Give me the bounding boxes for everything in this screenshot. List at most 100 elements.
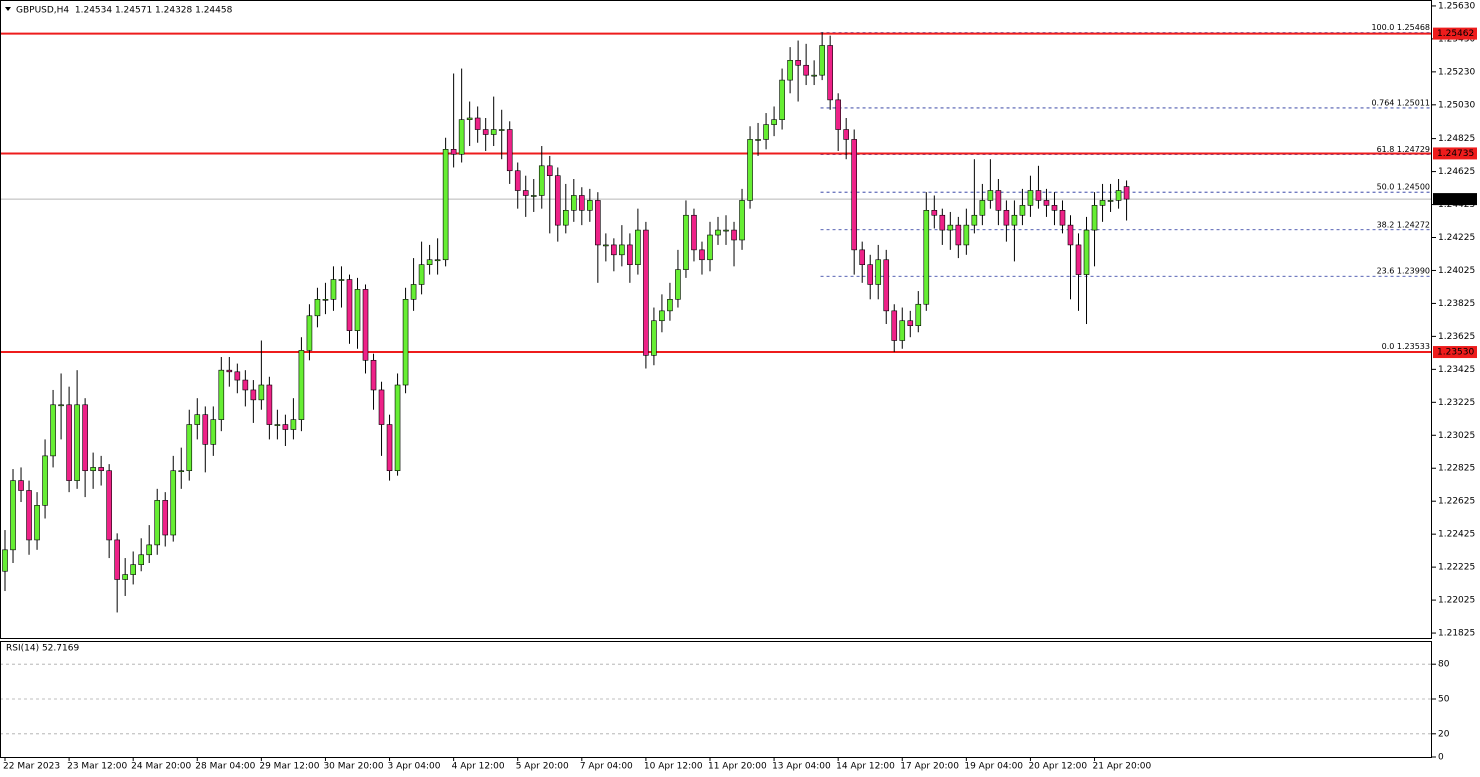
candle-body <box>635 229 641 265</box>
candle-body <box>827 45 833 101</box>
level-tag <box>1433 27 1477 40</box>
candle-body <box>1059 210 1066 226</box>
y-tick-label: 1.23425 <box>1438 365 1475 375</box>
level-tag <box>1433 147 1477 160</box>
last-price-label: 1.24458 <box>1437 195 1474 205</box>
rsi-y-tick-label: 50 <box>1438 695 1450 705</box>
y-tick-label: 1.24825 <box>1438 134 1475 144</box>
candle-body <box>122 574 128 580</box>
candle-body <box>1003 210 1010 226</box>
x-tick-label: 23 Mar 12:00 <box>67 762 127 772</box>
candle-body <box>659 310 665 322</box>
candle-body <box>434 259 441 262</box>
candle-body <box>386 424 393 472</box>
candle-body <box>562 210 569 226</box>
y-tick-label: 1.24025 <box>1438 266 1475 276</box>
candle-body <box>579 195 585 211</box>
candle-body <box>1051 205 1058 211</box>
candle-body <box>210 419 217 445</box>
candle-body <box>963 224 970 246</box>
candle-body <box>458 119 465 155</box>
candle-body <box>675 269 681 300</box>
candle-body <box>747 139 753 201</box>
candle-body <box>474 117 481 130</box>
candle-body <box>787 60 793 81</box>
x-tick-label: 28 Mar 04:00 <box>195 762 255 772</box>
rsi-plot <box>1 663 1431 735</box>
level-tag-label: 1.25462 <box>1437 29 1474 39</box>
rsi-y-tick-label: 20 <box>1438 729 1450 739</box>
y-tick-label: 1.21825 <box>1438 629 1475 639</box>
candle-body <box>1067 224 1074 246</box>
candle-body <box>306 315 313 351</box>
candle-body <box>955 224 962 246</box>
candle-body <box>202 414 209 445</box>
candle-body <box>611 244 617 256</box>
candle-body <box>859 249 866 265</box>
candle-body <box>683 214 689 270</box>
y-tick-label: 1.23025 <box>1438 431 1475 441</box>
y-tick-label: 1.24225 <box>1438 233 1475 243</box>
y-tick-label: 1.22825 <box>1438 464 1475 474</box>
x-tick-label: 29 Mar 12:00 <box>259 762 319 772</box>
candle-body <box>699 249 705 261</box>
symbol-marker <box>5 7 11 11</box>
candle-body <box>194 414 201 425</box>
rsi-panel-frame <box>0 641 1432 758</box>
x-tick-label: 13 Apr 04:00 <box>772 762 831 772</box>
candle-body <box>378 389 385 425</box>
candle-body <box>418 264 425 285</box>
candle-body <box>875 259 882 285</box>
candle-body <box>987 190 994 201</box>
candle-body <box>971 214 978 226</box>
fib-label: 100.0 1.25468 <box>1371 23 1430 32</box>
candle-body <box>258 384 265 401</box>
level-tag-label: 1.24735 <box>1437 149 1474 159</box>
candle-body <box>178 470 185 473</box>
candle-body <box>763 124 769 140</box>
candle-body <box>1011 214 1018 226</box>
candle-body <box>2 549 8 572</box>
main-panel-frame <box>0 0 1432 639</box>
x-tick-label: 7 Apr 04:00 <box>580 762 633 772</box>
x-tick-label: 3 Apr 04:00 <box>388 762 441 772</box>
main-plot <box>1 32 1431 613</box>
candle-body <box>795 60 801 66</box>
candle-body <box>402 299 409 386</box>
candle-body <box>394 384 401 472</box>
candle-body <box>899 320 906 341</box>
candle-body <box>1043 200 1050 206</box>
candle-body <box>514 170 521 191</box>
candle-body <box>10 480 16 551</box>
candle-body <box>538 165 545 196</box>
last-price-tag <box>1433 193 1477 206</box>
candle-body <box>290 419 297 430</box>
candle-body <box>931 210 938 216</box>
fib-label: 38.2 1.24272 <box>1377 220 1430 229</box>
candle-body <box>867 264 874 285</box>
rsi-y-tick-label: 0 <box>1438 753 1444 763</box>
candle-body <box>354 289 361 331</box>
candle-body <box>482 129 489 135</box>
rsi-title: RSI(14) 52.7169 <box>6 644 79 654</box>
x-tick-label: 30 Mar 20:00 <box>323 762 383 772</box>
candle-body <box>939 214 946 231</box>
candle-body <box>98 467 104 472</box>
y-tick-label: 1.25030 <box>1438 100 1475 110</box>
candle-body <box>442 149 449 261</box>
candle-body <box>619 244 625 256</box>
candle-body <box>995 190 1002 211</box>
x-tick-label: 22 Mar 2023 <box>3 762 60 772</box>
candle-body <box>915 303 922 326</box>
candle-body <box>707 234 713 261</box>
candle-body <box>466 117 473 120</box>
candle-body <box>755 139 761 141</box>
candle-body <box>731 229 737 241</box>
candle-body <box>851 139 857 251</box>
candle-body <box>450 149 457 155</box>
candle-body <box>667 299 673 312</box>
candle-body <box>1035 190 1042 201</box>
y-tick-label: 1.23625 <box>1438 332 1475 342</box>
candle-body <box>506 129 513 172</box>
x-tick-label: 5 Apr 20:00 <box>516 762 569 772</box>
